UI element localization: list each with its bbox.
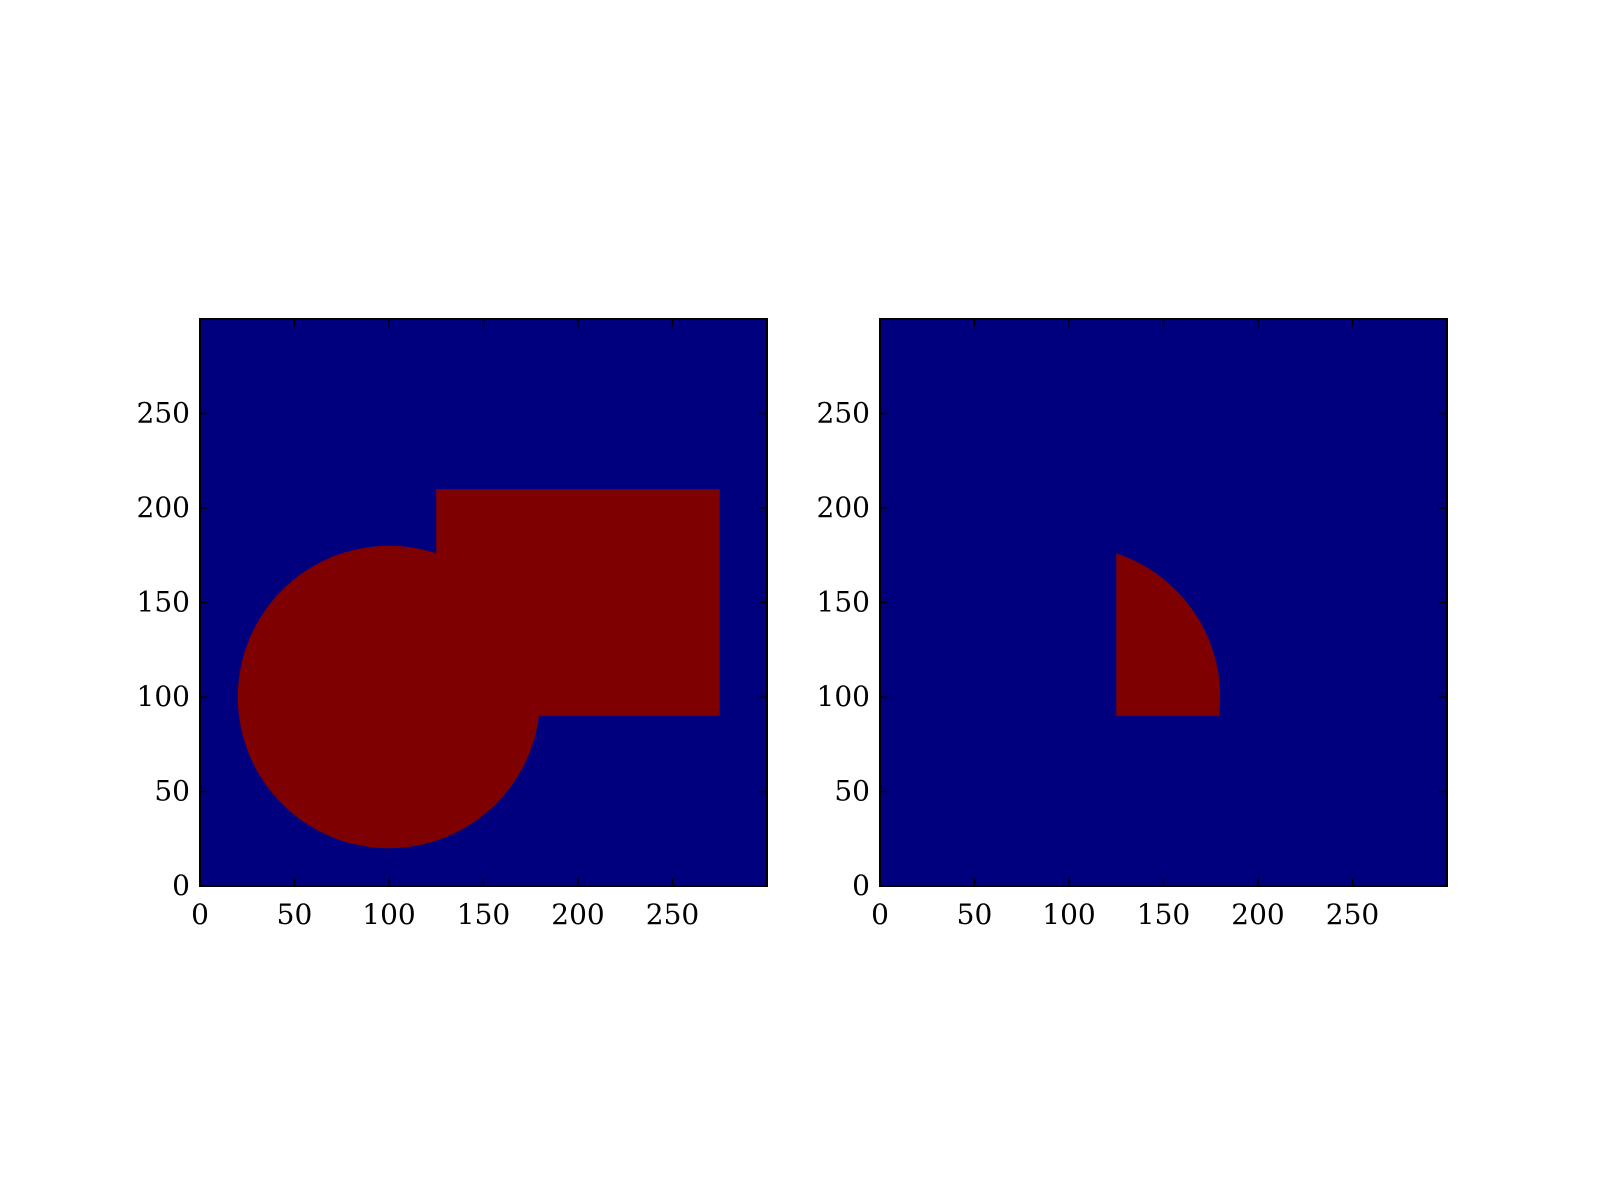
y-tick-label: 250	[137, 397, 190, 430]
x-tick-label: 50	[277, 898, 313, 931]
x-tick-label: 150	[457, 898, 510, 931]
y-tick-label: 200	[817, 491, 870, 524]
y-tick-label: 100	[137, 680, 190, 713]
x-tick-label: 100	[362, 898, 415, 931]
y-tick-label: 0	[852, 869, 870, 902]
x-tick-label: 0	[871, 898, 889, 931]
heatmap-intersection-region	[1116, 553, 1221, 716]
x-tick-label: 150	[1137, 898, 1190, 931]
y-tick-label: 150	[137, 586, 190, 619]
y-tick-label: 150	[817, 586, 870, 619]
y-tick-label: 0	[172, 869, 190, 902]
x-tick-label: 250	[646, 898, 699, 931]
heatmap-shapes	[237, 489, 720, 849]
x-tick-label: 250	[1326, 898, 1379, 931]
x-tick-label: 50	[957, 898, 993, 931]
panel-2: 0 50 100 150 200 250 0 50 100 150 200 250	[817, 318, 1448, 931]
y-tick-label: 50	[834, 775, 870, 808]
x-tick-label: 200	[1231, 898, 1284, 931]
heatmap-rectangle-region	[436, 489, 720, 716]
y-tick-label: 250	[817, 397, 870, 430]
panel-1: 0 50 100 150 200 250 0 50 100 150 200 250	[137, 318, 768, 931]
x-tick-label: 0	[191, 898, 209, 931]
x-tick-label: 200	[551, 898, 604, 931]
y-tick-label: 50	[154, 775, 190, 808]
y-tick-label: 200	[137, 491, 190, 524]
x-tick-label: 100	[1042, 898, 1095, 931]
heatmap-shapes	[1116, 553, 1221, 716]
y-tick-label: 100	[817, 680, 870, 713]
